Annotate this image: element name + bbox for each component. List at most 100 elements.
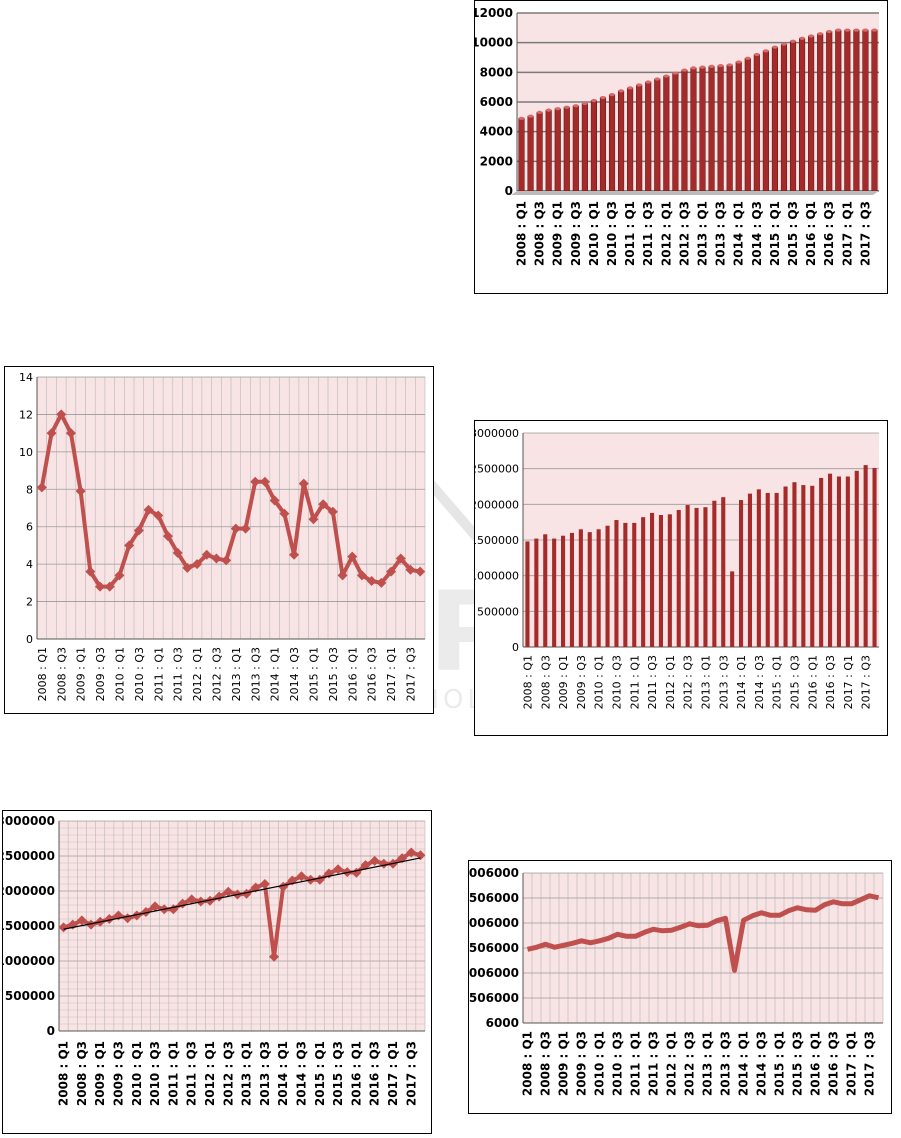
chart-d-x-tick-label: 2016 : Q1 [349, 1041, 363, 1106]
chart-e-x-tick-label: 2013 : Q3 [719, 1031, 733, 1096]
chart-e-x-tick-label: 2015 : Q1 [773, 1031, 787, 1096]
chart-a-bar [699, 66, 706, 192]
chart-a-bar [835, 29, 842, 192]
chart-c-bar [712, 500, 717, 647]
chart-d-y-tick-label: 1000000 [3, 954, 55, 968]
chart-d-x-tick-label: 2014 : Q3 [294, 1041, 308, 1106]
chart-e-y-tick-label: 506000 [469, 991, 519, 1005]
chart-a-x-tick-label: 2014 : Q3 [750, 201, 764, 266]
chart-a-bar-cap [681, 68, 688, 72]
chart-d-x-tick-label: 2011 : Q1 [166, 1041, 180, 1106]
chart-d-point [204, 895, 215, 906]
chart-a-bar-cap [591, 98, 597, 103]
chart-a-bar [663, 75, 670, 192]
chart-c-bar [854, 470, 859, 647]
chart-c-bar [730, 571, 735, 647]
chart-a-bar-cap [826, 29, 833, 34]
chart-d-y-tick-label: 0 [47, 1024, 55, 1038]
chart-d: 0 500000 1000000 1500000 2000000 2500000 30000… [3, 814, 426, 1106]
chart-d-point [415, 850, 426, 861]
chart-a-bar [681, 69, 688, 192]
chart-b-x-tick-label: 2008 : Q1 [36, 647, 49, 701]
chart-b-y-tick-label: 4 [26, 558, 33, 571]
chart-a-bar [853, 29, 860, 192]
chart-a-bar-cap [808, 34, 814, 38]
chart-d-x-tick-label: 2015 : Q1 [313, 1041, 327, 1106]
chart-c-y-tick-label: 1000000 [475, 570, 519, 583]
chart-e-x-tick-label: 2010 : Q1 [593, 1031, 607, 1096]
chart-a-bar [762, 50, 769, 192]
chart-a-x-tick-label: 2017 : Q1 [840, 201, 854, 266]
chart-b-point [405, 564, 416, 575]
chart-c-bar [632, 522, 637, 647]
chart-b-x-tick-label: 2016 : Q1 [346, 647, 359, 701]
chart-c-x-tick-label: 2009 : Q3 [575, 655, 588, 709]
chart-a-x-tick-label: 2013 : Q3 [714, 201, 728, 266]
chart-b-x-tick-label: 2010 : Q3 [133, 647, 146, 701]
chart-a-x-tick-label: 2012 : Q1 [659, 201, 673, 266]
chart-e-y-tick-label: 6000 [486, 1016, 519, 1030]
chart-c-x-tick-label: 2008 : Q3 [539, 655, 552, 709]
chart-a-bar [563, 106, 570, 192]
chart-b-point [162, 531, 173, 542]
chart-a-bar-cap [862, 28, 869, 32]
chart-c-x-tick-label: 2015 : Q3 [788, 655, 801, 709]
chart-a-bar-cap [600, 95, 606, 100]
chart-a-y-tick-label: 0 [505, 184, 513, 198]
chart-b-y-tick-label: 6 [26, 521, 33, 534]
chart-b-point [153, 510, 164, 521]
chart-d-y-tick-label: 3000000 [3, 814, 55, 828]
chart-a-x-tick-label: 2008 : Q3 [533, 201, 547, 266]
chart-b-point [46, 428, 57, 439]
chart-d-container: 0 500000 1000000 1500000 2000000 2500000 30000… [2, 810, 432, 1134]
chart-b-x-tick-label: 2013 : Q1 [230, 647, 243, 701]
chart-a-bar [654, 78, 661, 192]
chart-a-bar-cap [618, 89, 624, 93]
chart-b-point [211, 553, 222, 564]
chart-c-bar [614, 520, 619, 647]
chart-c: 0 500000 1000000 1500000 2000000 2500000 30000… [475, 427, 879, 709]
chart-a-bar [527, 115, 534, 192]
chart-d-x-tick-label: 2010 : Q1 [130, 1041, 144, 1106]
chart-b-x-tick-label: 2011 : Q1 [152, 647, 165, 701]
chart-e-x-tick-label: 2015 : Q3 [791, 1031, 805, 1096]
chart-c-bar [543, 534, 548, 647]
chart-a-bar [518, 118, 525, 192]
chart-e-x-tick-label: 2009 : Q1 [557, 1031, 571, 1096]
chart-a-x-tick-label: 2011 : Q1 [623, 201, 637, 266]
chart-b-x-tick-label: 2009 : Q1 [75, 647, 88, 701]
chart-d-x-tick-label: 2017 : Q1 [386, 1041, 400, 1106]
chart-a-bar [590, 100, 597, 192]
chart-d-x-tick-label: 2008 : Q1 [57, 1041, 71, 1106]
chart-a-bar [645, 81, 652, 192]
chart-b: 0 2 4 6 8 10 12 14 2008 : Q1 2008 : Q3 2009 : Q1 20… [19, 371, 426, 701]
chart-c-bar [739, 500, 744, 647]
chart-d-y-tick-label: 1500000 [3, 919, 55, 933]
chart-d-x-tick-label: 2008 : Q3 [75, 1041, 89, 1106]
chart-a-bar-cap [772, 45, 778, 49]
chart-d-point [406, 847, 417, 858]
chart-c-bar [667, 514, 672, 647]
chart-b-point [172, 547, 183, 558]
chart-a-container: 0 2000 4000 6000 8000 10000 12000 2008 : Q1 2008… [474, 0, 888, 294]
chart-d-x-tick-label: 2011 : Q3 [185, 1041, 199, 1106]
chart-e-y-tick-label: 3006000 [469, 866, 519, 880]
chart-e-x-tick-label: 2010 : Q3 [611, 1031, 625, 1096]
chart-a-bar-cap [545, 108, 552, 112]
chart-e-y-tick-label: 2006000 [469, 916, 519, 930]
chart-d-x-tick-label: 2009 : Q1 [93, 1041, 107, 1106]
chart-a-bar [581, 103, 588, 192]
chart-a-bar-cap [672, 71, 679, 75]
chart-c-bar [569, 532, 574, 647]
chart-a: 0 2000 4000 6000 8000 10000 12000 2008 : Q1 2008… [475, 6, 879, 266]
chart-b-x-tick-label: 2008 : Q3 [55, 647, 68, 701]
chart-a-bar [636, 84, 643, 192]
chart-a-y-tick-label: 6000 [480, 95, 513, 109]
chart-b-point [230, 523, 241, 534]
chart-a-x-tick-label: 2011 : Q3 [641, 201, 655, 266]
chart-a-x-tick-label: 2009 : Q1 [551, 201, 565, 266]
chart-c-bar [783, 486, 788, 647]
chart-a-bar-cap [853, 28, 860, 32]
chart-a-bar-cap [781, 42, 787, 46]
chart-a-bar-cap [654, 77, 661, 81]
